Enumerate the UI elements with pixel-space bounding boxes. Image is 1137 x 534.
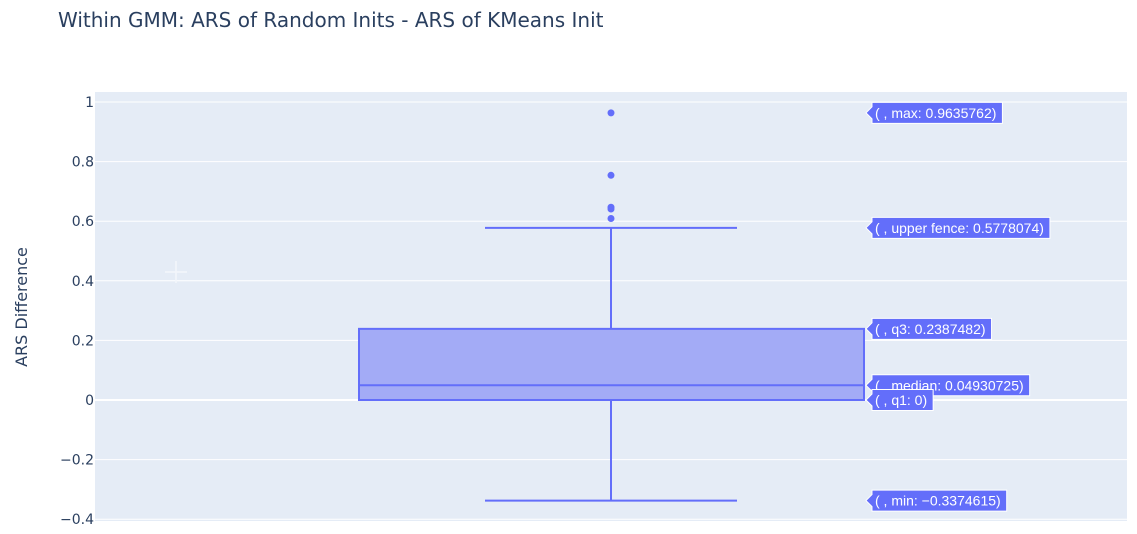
- hover-label-text: ( , q3: 0.2387482): [875, 321, 986, 337]
- hover-labels: ( , max: 0.9635762) ( , upper fence: 0.57…: [865, 101, 1051, 512]
- hover-label-q1: ( , q1: 0): [865, 389, 934, 411]
- y-tick-label: 0.4: [72, 274, 94, 290]
- hover-label-text: ( , min: −0.3374615): [875, 493, 1001, 509]
- y-tick-label: −0.4: [60, 512, 94, 528]
- hover-label-upper-fence: ( , upper fence: 0.5778074): [865, 216, 1051, 239]
- outlier-point[interactable]: [607, 215, 615, 223]
- hover-label-q3: ( , q3: 0.2387482): [865, 317, 993, 340]
- box-trace[interactable]: [358, 226, 865, 502]
- outlier-point[interactable]: [607, 171, 615, 179]
- y-tick-label: 0.6: [72, 214, 94, 230]
- iqr-box[interactable]: [358, 327, 865, 401]
- crosshair-cursor: [165, 261, 187, 283]
- y-axis-ticks: 1 0.8 0.6 0.4 0.2 0 −0.2 −0.4: [60, 95, 94, 528]
- y-tick-label: 0.8: [72, 155, 94, 171]
- y-tick-label: −0.2: [60, 453, 94, 469]
- chart-title: Within GMM: ARS of Random Inits - ARS of…: [58, 8, 604, 32]
- hover-label-box: [865, 389, 934, 411]
- hover-label-box: [865, 489, 1008, 512]
- outlier-points[interactable]: [607, 109, 615, 223]
- outlier-point[interactable]: [607, 205, 615, 213]
- y-tick-label: 0.2: [72, 333, 94, 349]
- hover-label-min: ( , min: −0.3374615): [865, 489, 1008, 512]
- outlier-point[interactable]: [607, 109, 615, 117]
- y-tick-label: 0: [85, 393, 94, 409]
- hover-label-text: ( , max: 0.9635762): [875, 105, 996, 121]
- hover-label-box: [865, 216, 1051, 239]
- y-tick-label: 1: [85, 95, 94, 111]
- hover-label-max: ( , max: 0.9635762): [865, 101, 1003, 124]
- hover-label-text: ( , q1: 0): [875, 392, 927, 408]
- hover-label-box: [865, 101, 1003, 124]
- hover-label-box: [865, 317, 993, 340]
- y-axis-title: ARS Difference: [12, 247, 31, 367]
- hover-label-text: ( , upper fence: 0.5778074): [875, 220, 1044, 236]
